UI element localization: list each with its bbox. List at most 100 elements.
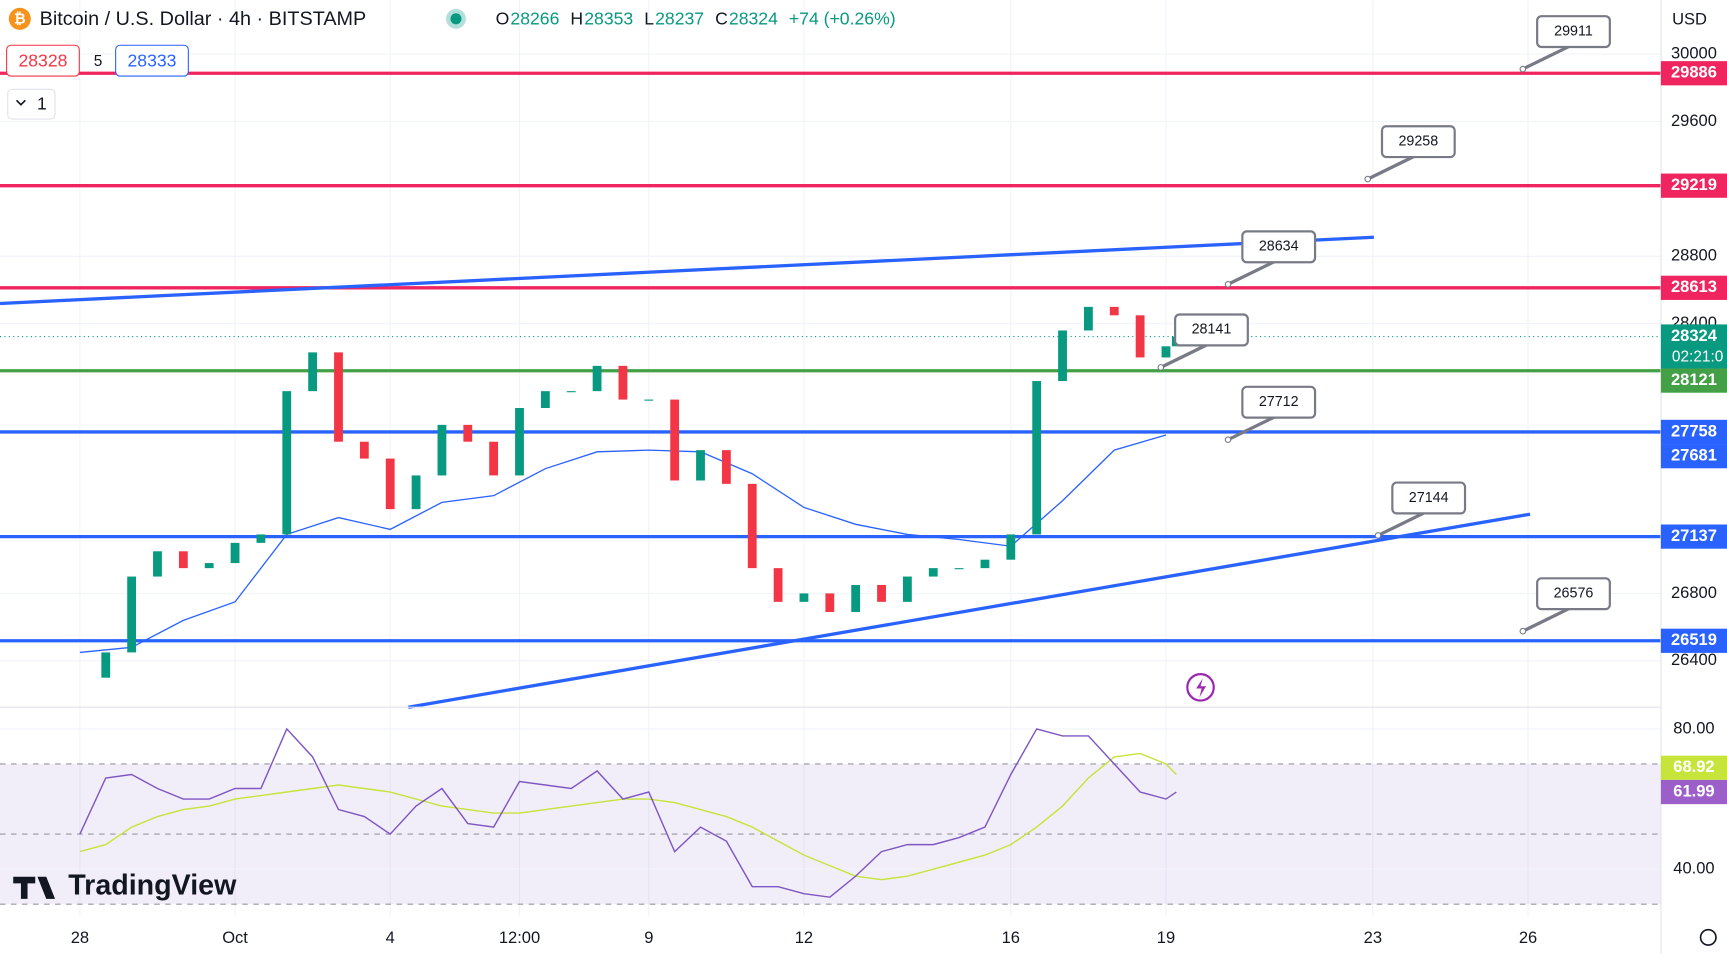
- chevron: [15, 99, 26, 106]
- rsi-tick-label: 80.00: [1673, 718, 1714, 737]
- price-tag-label: 26519: [1671, 630, 1717, 649]
- price-tag-label: 28613: [1671, 277, 1717, 296]
- buy-price[interactable]: 28333: [128, 50, 177, 70]
- candle: [1135, 315, 1145, 358]
- candle: [153, 551, 162, 577]
- candle: [1032, 381, 1042, 535]
- price-tag: [1660, 419, 1727, 445]
- settings-icon[interactable]: [1699, 928, 1717, 946]
- candle: [1083, 306, 1093, 331]
- price-tag: [1660, 368, 1727, 393]
- x-tick-label: 9: [644, 928, 653, 947]
- candle: [256, 534, 266, 543]
- ma-line: [79, 434, 1167, 654]
- currency: USD: [1672, 9, 1707, 28]
- candle: [385, 458, 395, 510]
- coin-icon: [8, 7, 31, 30]
- x-tick-label: 12:00: [499, 928, 540, 947]
- callout-box: [1174, 313, 1249, 347]
- x-tick-label: 16: [1002, 928, 1020, 947]
- callout-anchor: [1364, 175, 1371, 183]
- price-tag-label: 68.92: [1673, 757, 1714, 776]
- y-tick-label: 26800: [1671, 583, 1717, 602]
- ohlc-label: L: [644, 9, 654, 29]
- callout-label: 28634: [1259, 239, 1299, 255]
- candle: [566, 391, 576, 393]
- y-tick-label: 26400: [1671, 650, 1717, 669]
- price-tag: [1660, 755, 1727, 780]
- price-tag: [1660, 628, 1727, 653]
- callout-leader: [1522, 605, 1574, 633]
- price-tag: [1660, 173, 1727, 198]
- callout-anchor: [1519, 65, 1527, 73]
- price-tag: [1660, 324, 1727, 369]
- ohlc-label: C: [715, 9, 728, 29]
- ohlc: O 28266 H 28353 L 28237 C 28324: [496, 9, 778, 29]
- price-tag: [1660, 61, 1727, 86]
- callout-leader: [1366, 153, 1418, 181]
- logo: TradingView: [68, 869, 237, 901]
- candle: [178, 551, 188, 569]
- candle: [101, 652, 111, 678]
- candle: [954, 568, 964, 570]
- indicator-toggle[interactable]: [7, 88, 56, 120]
- price-tag-label: 28324: [1671, 326, 1718, 345]
- candle: [644, 399, 654, 401]
- sell-button[interactable]: [6, 44, 80, 77]
- candle: [825, 593, 835, 612]
- candle: [230, 542, 240, 564]
- plot: 29911 29258 28634 28141 27712 27144 26576: [0, 0, 1661, 917]
- candle: [204, 563, 214, 569]
- candle: [127, 576, 137, 653]
- price-tag: [1660, 524, 1727, 549]
- y-tick-label: 29600: [1671, 111, 1717, 130]
- candle: [721, 450, 731, 484]
- ohlc-value: 28324: [729, 9, 778, 29]
- x-tick-label: 19: [1157, 928, 1175, 947]
- rsi-ma-line: [79, 752, 1177, 881]
- candle: [1058, 330, 1067, 382]
- trendline: [408, 512, 1531, 709]
- callout-anchor: [1157, 364, 1165, 371]
- event-icon[interactable]: [1186, 673, 1215, 702]
- ohlc-value: 28266: [510, 9, 559, 29]
- coin-glyph: ₿: [14, 12, 26, 28]
- logo-mark: [13, 876, 56, 899]
- callout-box: [1536, 577, 1611, 611]
- callout-leader: [1377, 509, 1429, 537]
- candle: [877, 584, 886, 602]
- y-tick-label: 28800: [1671, 246, 1717, 265]
- candle: [463, 424, 473, 442]
- price-tag: [1660, 275, 1727, 300]
- ohlc-label: O: [496, 9, 510, 29]
- candle: [1109, 306, 1119, 316]
- candle: [334, 352, 343, 442]
- callout-label: 27144: [1409, 490, 1449, 506]
- candle: [489, 441, 499, 476]
- callout-anchor: [1519, 627, 1527, 635]
- candle: [799, 593, 809, 602]
- callout-box: [1241, 385, 1317, 419]
- candle: [592, 365, 602, 392]
- callout-anchor: [1374, 532, 1382, 539]
- indicator-count[interactable]: 1: [37, 93, 47, 113]
- price-tag-label: 27681: [1671, 446, 1717, 465]
- callout-label: 29911: [1554, 23, 1593, 39]
- buy-button[interactable]: [115, 44, 189, 77]
- price-tag: [1660, 779, 1727, 805]
- ohlc-value: 28237: [655, 9, 704, 29]
- candle: [1006, 534, 1016, 560]
- x-tick-label: 12: [795, 928, 813, 947]
- sell-price[interactable]: 28328: [18, 50, 67, 70]
- x-tick-label: 23: [1364, 928, 1382, 947]
- x-tick-label: 4: [386, 928, 395, 947]
- callout-leader: [1227, 413, 1279, 442]
- x-tick-label: 26: [1519, 928, 1537, 947]
- price-tag-label: 29886: [1671, 63, 1717, 82]
- candle: [618, 365, 628, 400]
- y-tick-label: 30000: [1671, 43, 1717, 62]
- candle: [411, 475, 421, 510]
- callout-box: [1391, 481, 1467, 515]
- candle: [670, 399, 680, 481]
